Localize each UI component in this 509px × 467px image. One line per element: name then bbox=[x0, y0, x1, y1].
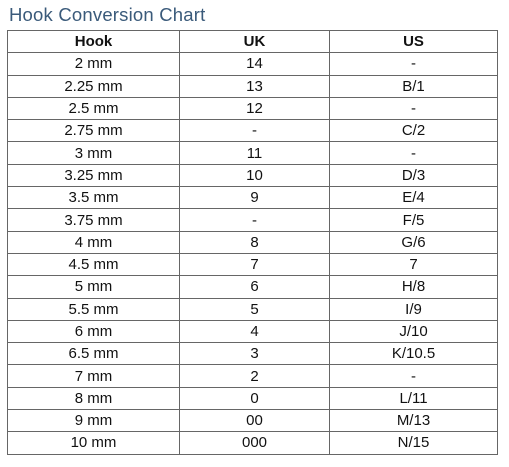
uk-size-cell: 11 bbox=[179, 141, 330, 165]
table-row: 8 mm 0 L/11 bbox=[7, 386, 498, 411]
hook-size-cell: 5.5 mm bbox=[7, 297, 180, 321]
table-row: 10 mm 000 N/15 bbox=[7, 431, 498, 455]
us-size-cell: F/5 bbox=[329, 208, 498, 232]
table-header-row: Hook UK US bbox=[7, 29, 498, 54]
hook-size-cell: 4 mm bbox=[7, 230, 180, 254]
table-row: 6 mm 4 J/10 bbox=[7, 319, 498, 344]
hook-size-cell: 7 mm bbox=[7, 364, 180, 388]
uk-size-cell: 14 bbox=[179, 52, 330, 76]
uk-size-cell: 10 bbox=[179, 163, 330, 188]
table-row: 4.5 mm 7 7 bbox=[7, 252, 498, 277]
us-size-cell: L/11 bbox=[329, 386, 498, 411]
column-header-us: US bbox=[329, 29, 498, 54]
table-row: 2 mm 14- bbox=[7, 52, 498, 76]
uk-size-cell: - bbox=[179, 208, 330, 232]
uk-size-cell: 7 bbox=[179, 252, 330, 277]
us-size-cell: E/4 bbox=[329, 186, 498, 210]
table-row: 7 mm 2- bbox=[7, 364, 498, 388]
table-body: 2 mm 14-2.25 mm 13 B/1 2.5 mm 12-2.75 mm - C/2 3… bbox=[7, 52, 498, 455]
hook-size-cell: 3.5 mm bbox=[7, 186, 180, 210]
hook-size-cell: 2 mm bbox=[7, 52, 180, 76]
us-size-cell: K/10.5 bbox=[329, 342, 498, 366]
uk-size-cell: - bbox=[179, 119, 330, 143]
us-size-cell: J/10 bbox=[329, 319, 498, 344]
hook-size-cell: 3 mm bbox=[7, 141, 180, 165]
us-size-cell: - bbox=[329, 364, 498, 388]
uk-size-cell: 00 bbox=[179, 409, 330, 433]
table-row: 4 mm 8 G/6 bbox=[7, 230, 498, 254]
column-header-hook: Hook bbox=[7, 29, 180, 54]
us-size-cell: B/1 bbox=[329, 74, 498, 98]
us-size-cell: - bbox=[329, 141, 498, 165]
us-size-cell: G/6 bbox=[329, 230, 498, 254]
table-row: 3 mm 11- bbox=[7, 141, 498, 165]
column-header-uk: UK bbox=[179, 29, 330, 54]
hook-conversion-table: Hook UK US 2 mm 14-2.25 mm 13 B/1 2.5 mm 12-2… bbox=[7, 29, 498, 455]
page-title: Hook Conversion Chart bbox=[9, 4, 206, 25]
us-size-cell: 7 bbox=[329, 252, 498, 277]
us-size-cell: D/3 bbox=[329, 163, 498, 188]
uk-size-cell: 000 bbox=[179, 431, 330, 455]
uk-size-cell: 13 bbox=[179, 74, 330, 98]
table-row: 5.5 mm 5 I/9 bbox=[7, 297, 498, 321]
uk-size-cell: 9 bbox=[179, 186, 330, 210]
us-size-cell: H/8 bbox=[329, 275, 498, 299]
us-size-cell: C/2 bbox=[329, 119, 498, 143]
uk-size-cell: 4 bbox=[179, 319, 330, 344]
table-row: 5 mm 6 H/8 bbox=[7, 275, 498, 299]
hook-size-cell: 3.75 mm bbox=[7, 208, 180, 232]
table-row: 3.5 mm 9 E/4 bbox=[7, 186, 498, 210]
hook-size-cell: 3.25 mm bbox=[7, 163, 180, 188]
table-row: 6.5 mm 3 K/10.5 bbox=[7, 342, 498, 366]
uk-size-cell: 5 bbox=[179, 297, 330, 321]
us-size-cell: I/9 bbox=[329, 297, 498, 321]
hook-size-cell: 2.75 mm bbox=[7, 119, 180, 143]
us-size-cell: - bbox=[329, 52, 498, 76]
hook-size-cell: 10 mm bbox=[7, 431, 180, 455]
hook-size-cell: 5 mm bbox=[7, 275, 180, 299]
table-row: 2.75 mm - C/2 bbox=[7, 119, 498, 143]
table-row: 3.25 mm 10 D/3 bbox=[7, 163, 498, 188]
hook-size-cell: 6.5 mm bbox=[7, 342, 180, 366]
uk-size-cell: 2 bbox=[179, 364, 330, 388]
hook-size-cell: 9 mm bbox=[7, 409, 180, 433]
hook-size-cell: 6 mm bbox=[7, 319, 180, 344]
table-row: 9 mm 00 M/13 bbox=[7, 409, 498, 433]
uk-size-cell: 0 bbox=[179, 386, 330, 411]
uk-size-cell: 12 bbox=[179, 96, 330, 121]
hook-size-cell: 2.5 mm bbox=[7, 96, 180, 121]
uk-size-cell: 3 bbox=[179, 342, 330, 366]
hook-size-cell: 4.5 mm bbox=[7, 252, 180, 277]
uk-size-cell: 6 bbox=[179, 275, 330, 299]
hook-size-cell: 8 mm bbox=[7, 386, 180, 411]
hook-size-cell: 2.25 mm bbox=[7, 74, 180, 98]
us-size-cell: M/13 bbox=[329, 409, 498, 433]
uk-size-cell: 8 bbox=[179, 230, 330, 254]
table-row: 3.75 mm - F/5 bbox=[7, 208, 498, 232]
table-row: 2.5 mm 12- bbox=[7, 96, 498, 121]
us-size-cell: - bbox=[329, 96, 498, 121]
us-size-cell: N/15 bbox=[329, 431, 498, 455]
table-row: 2.25 mm 13 B/1 bbox=[7, 74, 498, 98]
